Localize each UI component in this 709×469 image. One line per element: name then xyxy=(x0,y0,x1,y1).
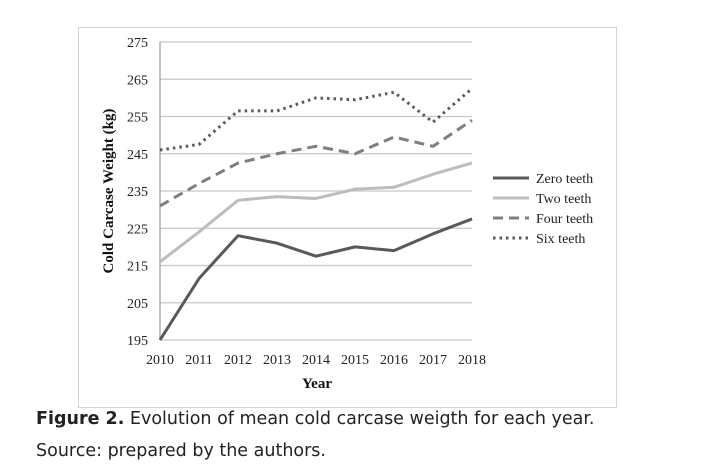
x-tick-2015: 2015 xyxy=(341,353,369,368)
legend-label-two-teeth: Two teeth xyxy=(536,192,591,207)
x-tick-2011: 2011 xyxy=(185,353,212,368)
y-tick-205: 205 xyxy=(127,297,148,312)
x-tick-2016: 2016 xyxy=(380,353,408,368)
line-chart: 195 205 215 225 235 245 255 265 275 2010 2011 2012… xyxy=(101,36,593,392)
x-axis-label: Year xyxy=(302,376,332,392)
y-tick-195: 195 xyxy=(127,334,148,349)
y-axis-label: Cold Carcase Weight (kg) xyxy=(101,109,117,274)
series-lines xyxy=(158,87,473,341)
figure-source: Source: prepared by the authors. xyxy=(36,441,326,461)
figure-caption-text: Evolution of mean cold carcase weigth fo… xyxy=(124,409,595,429)
y-tick-215: 215 xyxy=(127,260,148,275)
y-tick-275: 275 xyxy=(127,36,148,51)
x-tick-2010: 2010 xyxy=(146,353,174,368)
legend: Zero teeth Two teeth Four teeth Six teeth xyxy=(493,172,593,247)
y-tick-225: 225 xyxy=(127,222,148,237)
figure-label: Figure 2. xyxy=(36,409,125,429)
x-tick-2012: 2012 xyxy=(224,353,252,368)
y-tick-labels: 195 205 215 225 235 245 255 265 275 xyxy=(127,36,148,349)
y-tick-265: 265 xyxy=(127,73,148,88)
x-tick-2013: 2013 xyxy=(263,353,291,368)
x-tick-2018: 2018 xyxy=(458,353,486,368)
series-line-two-teeth xyxy=(159,161,473,263)
x-tick-2017: 2017 xyxy=(419,353,447,368)
figure-caption: Figure 2. Evolution of mean cold carcase… xyxy=(36,409,594,429)
series-line-zero-teeth xyxy=(158,217,473,341)
legend-label-six-teeth: Six teeth xyxy=(536,232,585,247)
x-tick-2014: 2014 xyxy=(302,353,330,368)
series-line-four-teeth xyxy=(159,118,473,208)
gridlines xyxy=(160,41,472,341)
y-tick-235: 235 xyxy=(127,185,148,200)
y-tick-245: 245 xyxy=(127,148,148,163)
legend-label-four-teeth: Four teeth xyxy=(536,212,593,227)
legend-label-zero-teeth: Zero teeth xyxy=(536,172,593,187)
series-line-six-teeth xyxy=(159,87,473,152)
x-tick-labels: 2010 2011 2012 2013 2014 2015 2016 2017 2018 xyxy=(146,353,486,368)
y-tick-255: 255 xyxy=(127,111,148,126)
